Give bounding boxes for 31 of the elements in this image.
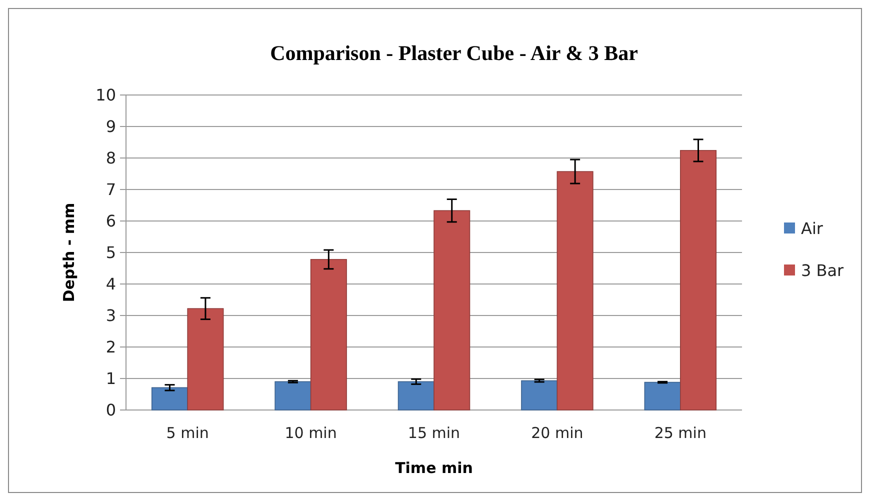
y-axis-title: Depth - mm xyxy=(60,202,78,302)
bar xyxy=(398,381,434,410)
y-tick-label: 7 xyxy=(106,180,116,200)
y-tick-label: 5 xyxy=(106,243,116,262)
bar xyxy=(644,382,681,410)
legend-label: 3 Bar xyxy=(801,261,844,280)
x-axis-title: Time min xyxy=(395,459,473,477)
bar xyxy=(310,259,347,410)
y-tick-label: 8 xyxy=(106,148,116,168)
y-tick-label: 10 xyxy=(96,86,116,105)
legend-label: Air xyxy=(801,219,824,238)
y-tick-label: 9 xyxy=(106,117,116,136)
x-tick-label: 15 min xyxy=(408,424,460,442)
x-tick-label: 5 min xyxy=(166,424,209,442)
bar xyxy=(556,171,594,410)
bar xyxy=(680,150,717,410)
y-tick-label: 3 xyxy=(106,306,116,326)
y-tick-label: 0 xyxy=(106,400,116,420)
y-tick-label: 2 xyxy=(106,338,116,357)
bar xyxy=(521,380,558,410)
y-tick-label: 6 xyxy=(106,212,116,231)
bar xyxy=(274,381,312,410)
x-tick-label: 20 min xyxy=(531,424,584,442)
y-tick-label: 1 xyxy=(106,369,116,388)
x-tick-label: 10 min xyxy=(284,424,337,442)
bar xyxy=(434,210,470,410)
bar xyxy=(187,308,224,410)
chart-title: Comparison - Plaster Cube - Air & 3 Bar xyxy=(270,41,638,65)
bar xyxy=(151,387,188,410)
y-tick-label: 4 xyxy=(106,274,116,294)
x-tick-label: 25 min xyxy=(654,424,706,442)
